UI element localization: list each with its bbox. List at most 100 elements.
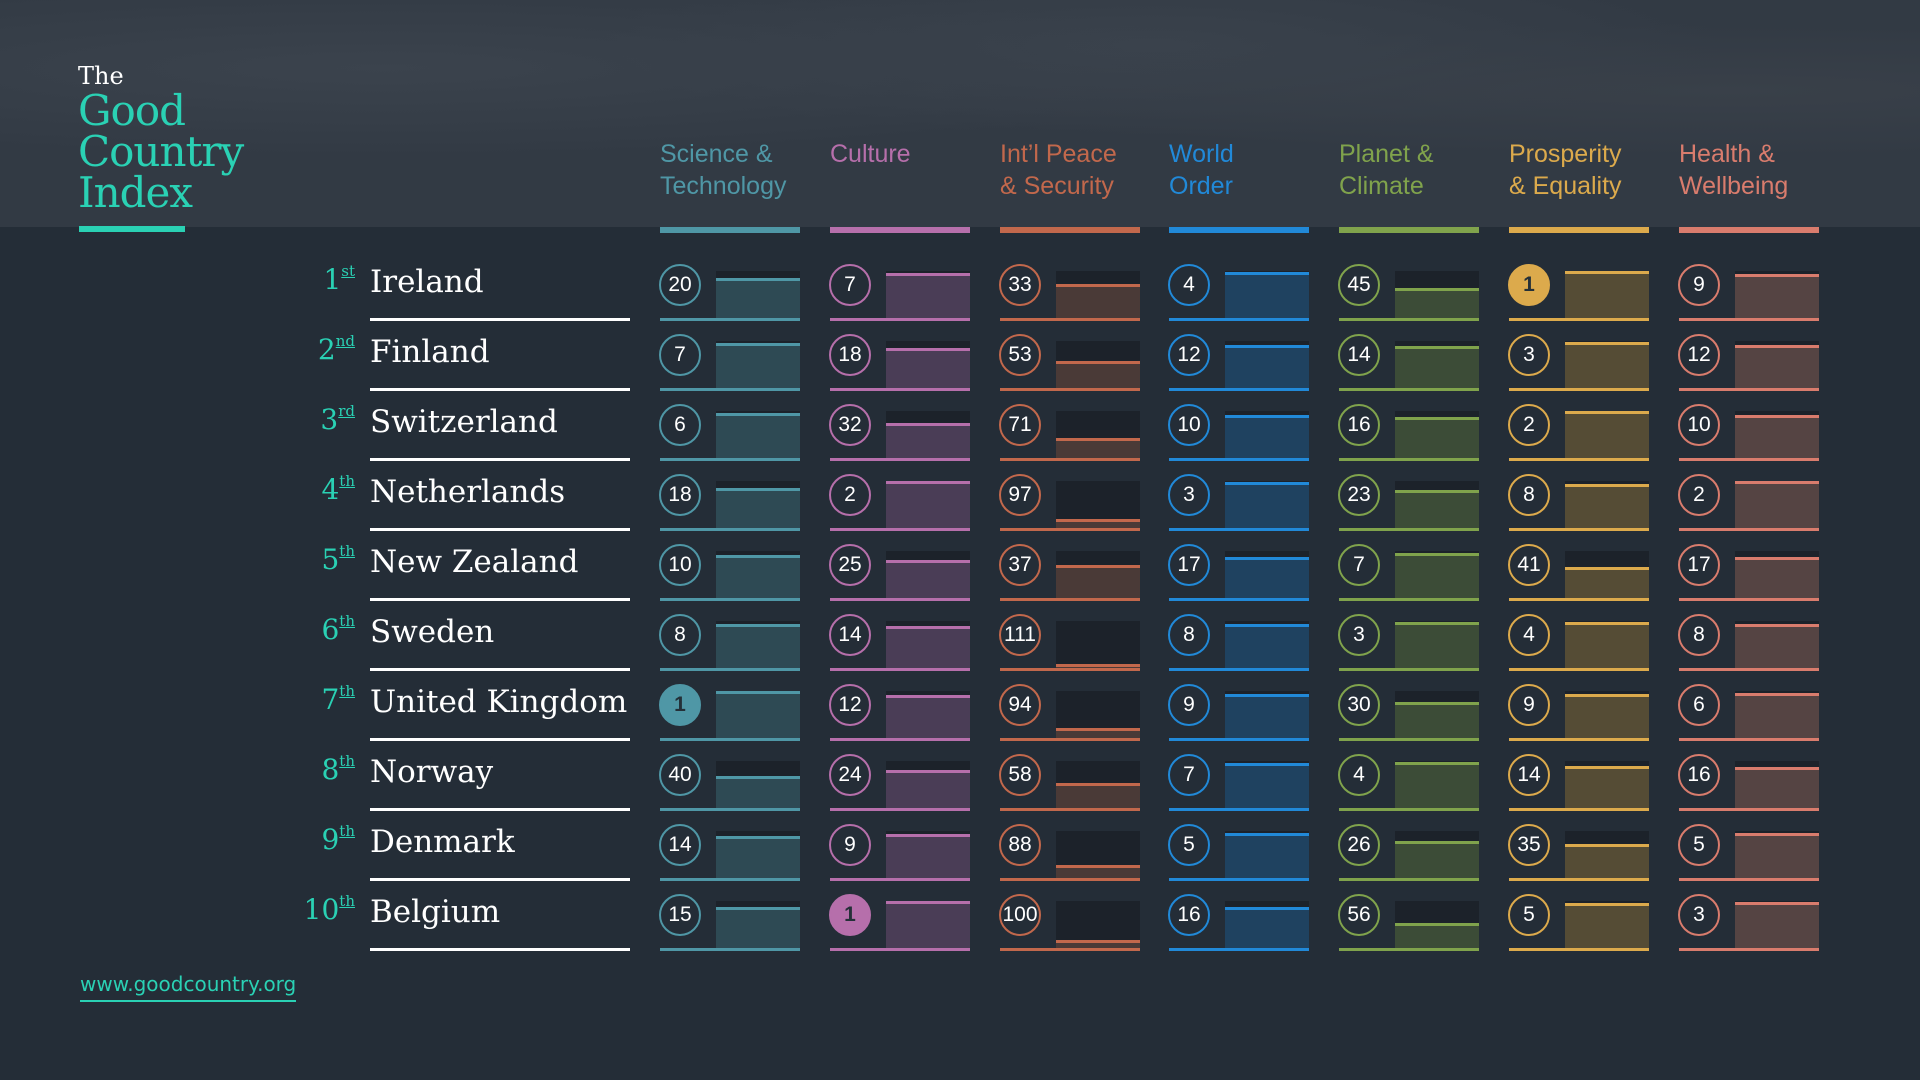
score-cell: 10 — [659, 530, 800, 601]
score-bar-fill — [1735, 693, 1819, 740]
score-bar-fill — [1225, 763, 1309, 810]
cell-underline — [1000, 318, 1140, 321]
score-bar-track — [716, 481, 800, 530]
score-bar-fill — [1056, 939, 1140, 950]
score-bar-fill — [1225, 906, 1309, 950]
rank-circle: 32 — [829, 404, 871, 446]
cell-underline — [1000, 878, 1140, 881]
overall-rank: 3rd — [320, 402, 355, 436]
score-bar-track — [1565, 901, 1649, 950]
rank-suffix: nd — [335, 332, 355, 350]
score-cell: 18 — [829, 320, 970, 391]
score-bar-fill — [886, 560, 970, 600]
rank-circle: 3 — [1508, 334, 1550, 376]
rank-circle: 41 — [1508, 544, 1550, 586]
score-bar-track — [1056, 901, 1140, 950]
cell-underline — [830, 808, 970, 811]
score-bar-track — [1395, 691, 1479, 740]
score-cell: 14 — [1508, 740, 1649, 811]
cell-underline — [660, 878, 800, 881]
cell-underline — [660, 948, 800, 951]
rank-number: 1 — [323, 263, 342, 296]
logo-underline — [79, 226, 185, 232]
country-underline — [370, 878, 630, 881]
score-cell: 30 — [1338, 670, 1479, 741]
score-cell: 9 — [1168, 670, 1309, 741]
column-header-line: Prosperity — [1509, 140, 1622, 168]
score-bar-fill — [716, 776, 800, 810]
score-cell: 10 — [1678, 390, 1819, 461]
cell-underline — [1339, 808, 1479, 811]
website-link[interactable]: www.goodcountry.org — [80, 972, 297, 1002]
score-bar-track — [886, 621, 970, 670]
score-bar-fill — [1565, 271, 1649, 320]
rank-circle: 40 — [659, 754, 701, 796]
cell-underline — [830, 738, 970, 741]
score-bar-fill — [1565, 566, 1649, 600]
score-bar-track — [886, 831, 970, 880]
score-cell: 7 — [1338, 530, 1479, 601]
cell-underline — [660, 318, 800, 321]
country-underline — [370, 388, 630, 391]
score-bar-fill — [886, 695, 970, 740]
cell-underline — [1169, 598, 1309, 601]
country-row: 3rd Switzerland 6 32 71 10 16 2 10 — [0, 390, 1920, 461]
cell-underline — [660, 458, 800, 461]
cell-underline — [1679, 668, 1819, 671]
cell-underline — [830, 318, 970, 321]
cell-underline — [1339, 598, 1479, 601]
rank-circle: 1 — [829, 894, 871, 936]
cell-underline — [1000, 808, 1140, 811]
score-bar-fill — [1395, 762, 1479, 810]
score-cell: 3 — [1678, 880, 1819, 951]
rank-circle: 10 — [1678, 404, 1720, 446]
column-header: Prosperity & Equality — [1509, 138, 1659, 202]
score-cell: 16 — [1168, 880, 1309, 951]
cell-underline — [1000, 668, 1140, 671]
rank-circle: 2 — [1508, 404, 1550, 446]
rank-circle: 2 — [1678, 474, 1720, 516]
column-header: Culture — [830, 138, 980, 170]
score-cell: 111 — [999, 600, 1140, 671]
country-row: 2nd Finland 7 18 53 12 14 3 12 — [0, 320, 1920, 391]
rank-circle: 16 — [1678, 754, 1720, 796]
header-background — [0, 0, 1920, 227]
cell-underline — [1679, 808, 1819, 811]
rank-circle: 5 — [1678, 824, 1720, 866]
column-header-line: Int’l Peace — [1000, 140, 1117, 168]
score-bar-track — [1395, 831, 1479, 880]
cell-underline — [1339, 878, 1479, 881]
score-cell: 3 — [1338, 600, 1479, 671]
rank-circle: 8 — [1168, 614, 1210, 656]
column-header: Health & Wellbeing — [1679, 138, 1829, 202]
score-bar-track — [716, 551, 800, 600]
rank-circle: 5 — [1168, 824, 1210, 866]
column-color-bar — [1339, 227, 1479, 233]
score-bar-fill — [716, 691, 800, 740]
cell-underline — [1679, 948, 1819, 951]
column-header-line: Climate — [1339, 172, 1424, 200]
score-cell: 41 — [1508, 530, 1649, 601]
rank-number: 5 — [321, 543, 340, 576]
cell-underline — [1000, 458, 1140, 461]
score-bar-track — [1565, 271, 1649, 320]
score-cell: 53 — [999, 320, 1140, 391]
score-bar-fill — [1056, 664, 1140, 670]
score-cell: 12 — [1678, 320, 1819, 391]
overall-rank: 9th — [321, 822, 355, 856]
column-color-bar — [660, 227, 800, 233]
score-cell: 7 — [829, 250, 970, 321]
score-cell: 6 — [659, 390, 800, 461]
cell-underline — [1169, 738, 1309, 741]
score-bar-fill — [1056, 438, 1140, 460]
rank-circle: 3 — [1678, 894, 1720, 936]
country-name: Belgium — [370, 894, 501, 930]
score-bar-fill — [1395, 288, 1479, 320]
cell-underline — [1000, 738, 1140, 741]
score-bar-fill — [1056, 283, 1140, 320]
cell-underline — [1509, 388, 1649, 391]
cell-underline — [1000, 598, 1140, 601]
score-cell: 17 — [1168, 530, 1309, 601]
score-bar-track — [1395, 901, 1479, 950]
rank-circle: 2 — [829, 474, 871, 516]
